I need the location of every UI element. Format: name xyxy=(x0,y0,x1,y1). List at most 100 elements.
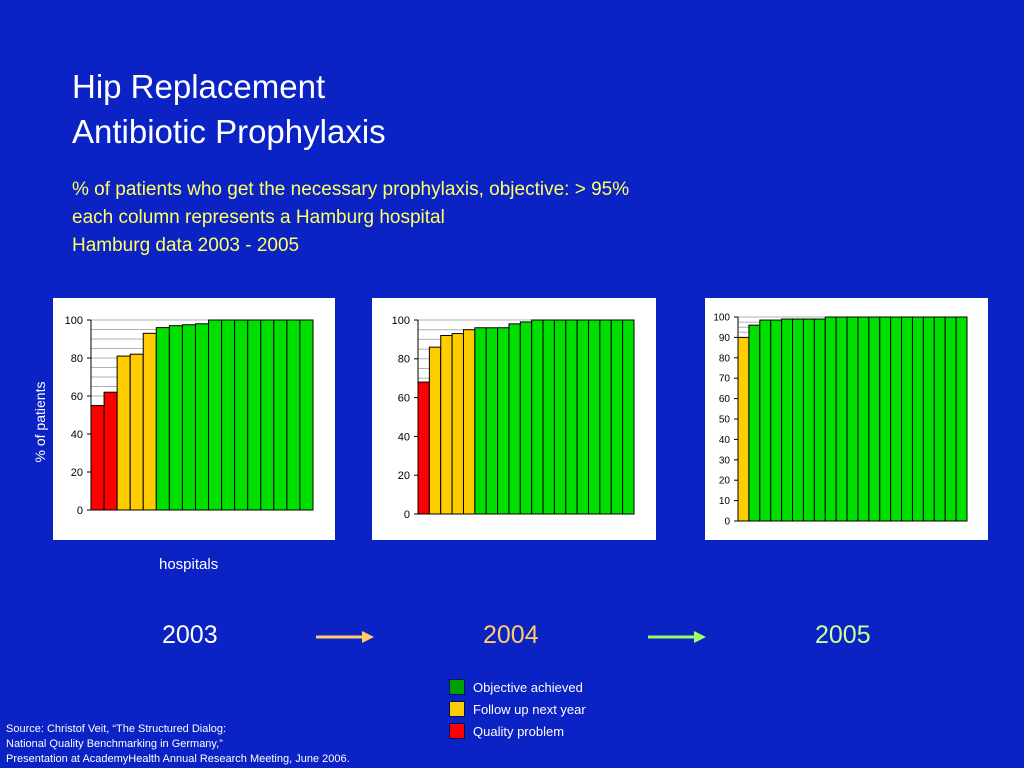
bar xyxy=(802,318,815,522)
y-tick-label: 30 xyxy=(719,455,731,466)
y-tick-label: 0 xyxy=(404,509,410,521)
title-line-2: Antibiotic Prophylaxis xyxy=(72,113,386,150)
chart-2005: 0 10 20 30 40 50 60 70 80 90 100 xyxy=(713,313,968,528)
y-tick-label: 20 xyxy=(719,476,731,487)
chart-2004-panel: 0 20 40 60 80 100 xyxy=(372,298,656,540)
arrow-right-icon xyxy=(316,631,374,643)
bar xyxy=(155,327,170,511)
y-tick-label: 0 xyxy=(724,517,730,528)
bar xyxy=(260,319,275,511)
year-2004-label: 2004 xyxy=(483,621,539,649)
bar xyxy=(737,336,750,522)
y-tick-label: 40 xyxy=(719,435,731,446)
legend-swatch-yellow xyxy=(449,701,465,717)
bar xyxy=(103,391,118,511)
subtitle-line-3: Hamburg data 2003 - 2005 xyxy=(72,235,300,256)
bar xyxy=(116,355,131,511)
y-tick-label: 80 xyxy=(719,353,731,364)
bar xyxy=(565,319,578,515)
bar xyxy=(234,319,249,511)
bar xyxy=(474,327,487,515)
bar xyxy=(508,323,521,515)
bar xyxy=(440,335,453,515)
year-2003-label: 2003 xyxy=(162,621,218,649)
bar xyxy=(588,319,601,515)
source-line-2: National Quality Benchmarking in Germany… xyxy=(6,738,223,750)
bar xyxy=(868,316,881,522)
legend-swatch-green xyxy=(449,679,465,695)
y-tick-label: 100 xyxy=(65,315,83,327)
legend-swatch-red xyxy=(449,723,465,739)
legend: Objective achieved Follow up next year Q… xyxy=(449,676,586,742)
bar xyxy=(599,319,612,515)
y-tick-label: 60 xyxy=(719,394,731,405)
y-tick-label: 10 xyxy=(719,496,731,507)
y-tick-label: 50 xyxy=(719,415,731,426)
chart-2004: 0 20 40 60 80 100 xyxy=(392,315,635,521)
bar xyxy=(759,319,772,522)
subtitle-line-2: each column represents a Hamburg hospita… xyxy=(72,207,445,228)
bar xyxy=(181,324,196,511)
y-tick-label: 60 xyxy=(398,392,410,404)
y-tick-label: 100 xyxy=(392,315,410,327)
bar xyxy=(168,325,183,511)
y-tick-label: 100 xyxy=(713,313,730,324)
bar xyxy=(835,316,848,522)
bar xyxy=(813,318,826,522)
bar xyxy=(553,319,567,515)
y-tick-label: 70 xyxy=(719,374,731,385)
bar xyxy=(194,323,210,511)
bar xyxy=(933,316,946,522)
bar xyxy=(792,318,804,522)
bar xyxy=(451,333,464,515)
bar xyxy=(428,346,442,515)
legend-item-follow-up: Follow up next year xyxy=(449,698,586,720)
bar xyxy=(770,319,783,522)
bar xyxy=(531,319,544,515)
subtitle-line-1: % of patients who get the necessary prop… xyxy=(72,179,630,200)
bar xyxy=(142,332,157,511)
bar xyxy=(890,316,903,522)
y-tick-label: 60 xyxy=(71,391,83,403)
legend-label: Objective achieved xyxy=(473,679,583,695)
x-axis-label: hospitals xyxy=(159,556,219,573)
y-tick-label: 40 xyxy=(71,429,83,441)
bar xyxy=(748,324,761,522)
y-tick-label: 40 xyxy=(398,431,410,443)
bar xyxy=(576,319,590,515)
legend-label: Quality problem xyxy=(473,723,565,739)
y-tick-label: 20 xyxy=(71,467,83,479)
bar xyxy=(824,316,837,522)
bar xyxy=(208,319,223,511)
bar xyxy=(911,316,924,522)
bar xyxy=(901,316,913,522)
bar xyxy=(519,321,533,515)
legend-item-objective: Objective achieved xyxy=(449,676,586,698)
bar xyxy=(781,318,794,522)
slide-title: Hip Replacement Antibiotic Prophylaxis xyxy=(72,64,386,154)
legend-item-quality-problem: Quality problem xyxy=(449,720,586,742)
source-line-3: Presentation at AcademyHealth Annual Res… xyxy=(6,753,350,765)
chart-2005-panel: 0 10 20 30 40 50 60 70 80 90 100 xyxy=(705,298,988,540)
bar xyxy=(221,319,236,511)
bar xyxy=(247,319,262,511)
bar xyxy=(417,381,430,515)
arrow-right-icon xyxy=(648,631,706,643)
bar xyxy=(879,316,892,522)
bar xyxy=(497,327,510,515)
bar xyxy=(857,316,870,522)
chart-2003-panel: 0 20 40 60 80 100 xyxy=(53,298,335,540)
bar xyxy=(944,316,957,522)
bar xyxy=(610,319,624,515)
y-tick-label: 0 xyxy=(77,505,83,517)
y-tick-label: 20 xyxy=(398,470,410,482)
bar xyxy=(299,319,314,511)
source-line-1: Source: Christof Veit, “The Structured D… xyxy=(6,723,227,735)
bar xyxy=(90,405,105,511)
legend-label: Follow up next year xyxy=(473,701,586,717)
bar xyxy=(955,316,968,522)
y-tick-label: 80 xyxy=(71,353,83,365)
y-tick-label: 90 xyxy=(719,333,731,344)
bar xyxy=(286,319,301,511)
source-citation: Source: Christof Veit, “The Structured D… xyxy=(6,722,350,767)
